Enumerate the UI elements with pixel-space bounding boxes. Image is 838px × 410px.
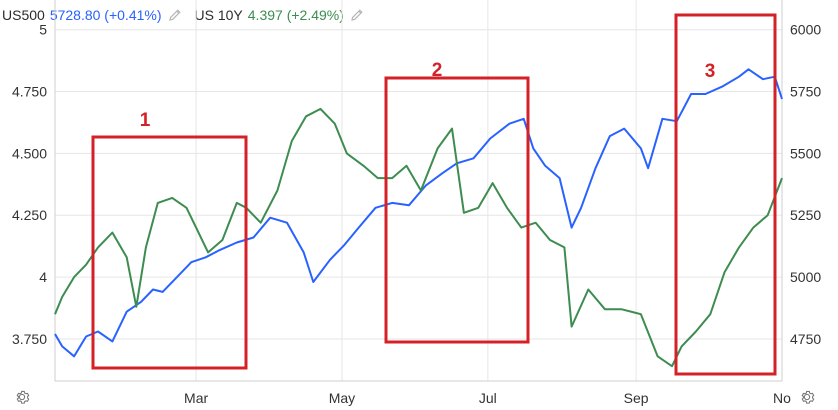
- x-axis-tick-label: Sep: [624, 390, 649, 406]
- right-axis-tick-label: 5500: [790, 145, 821, 161]
- right-axis-tick-label: 5000: [790, 269, 821, 285]
- right-axis-tick-label: 6000: [790, 22, 821, 38]
- legend-series-name: US 10Y: [194, 7, 243, 23]
- left-axis-tick-label: 4.250: [12, 207, 47, 223]
- legend-series-value: 5728.80 (+0.41%): [49, 7, 162, 23]
- gear-icon[interactable]: [13, 388, 31, 406]
- annotation-label-3: 3: [705, 61, 716, 82]
- pencil-icon[interactable]: [167, 7, 183, 23]
- legend-item-us500[interactable]: US500 5728.80 (+0.41%): [2, 7, 183, 23]
- right-axis-tick-label: 5750: [790, 84, 821, 100]
- x-axis-tick-label: Jul: [479, 390, 497, 406]
- legend-series-value: 4.397 (+2.49%): [247, 7, 344, 23]
- annotation-label-2: 2: [432, 60, 443, 81]
- annotation-boxes: 1 2 3: [91, 13, 777, 376]
- chart-legend: US500 5728.80 (+0.41%) US 10Y 4.397 (+2.…: [0, 0, 373, 30]
- pencil-icon[interactable]: [349, 7, 365, 23]
- x-axis-tick-label: May: [329, 390, 355, 406]
- left-axis-tick-label: 4.750: [12, 84, 47, 100]
- series-line-us-10y[interactable]: [54, 107, 783, 368]
- right-axis-tick-label: 4750: [790, 331, 821, 347]
- axes: 5 4.750 4.500 4.250 4 3.750 6000 5750 5500 5250 50…: [12, 0, 821, 406]
- left-axis-tick-label: 4: [39, 269, 47, 285]
- annotation-box-2: [384, 76, 530, 344]
- annotation-box-1: [91, 135, 248, 370]
- x-axis-tick-label: Mar: [184, 390, 208, 406]
- series-lines: [54, 68, 783, 368]
- left-axis-tick-label: 5: [39, 22, 47, 38]
- legend-series-name: US500: [2, 7, 45, 23]
- legend-item-us10y[interactable]: US 10Y 4.397 (+2.49%): [195, 7, 365, 23]
- left-axis-tick-label: 3.750: [12, 331, 47, 347]
- right-axis-tick-label: 5250: [790, 207, 821, 223]
- grid-lines: [55, 0, 783, 381]
- left-axis-tick-label: 4.500: [12, 145, 47, 161]
- annotation-label-1: 1: [140, 110, 151, 131]
- annotation-box-3: [674, 13, 777, 376]
- x-axis-tick-label: No: [773, 390, 791, 406]
- gear-icon[interactable]: [798, 388, 816, 406]
- series-line-us500[interactable]: [54, 68, 783, 358]
